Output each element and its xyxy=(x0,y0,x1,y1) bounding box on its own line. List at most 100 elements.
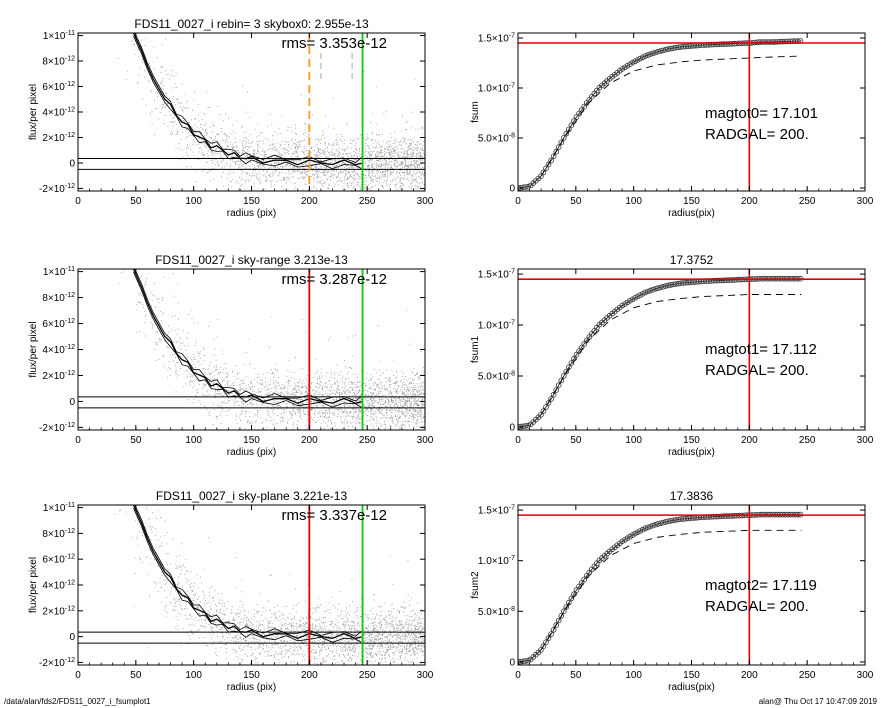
scatter-point xyxy=(401,162,403,164)
scatter-point xyxy=(368,404,370,406)
scatter-point xyxy=(288,162,290,164)
scatter-point xyxy=(253,431,254,432)
scatter-point xyxy=(387,146,389,148)
scatter-point xyxy=(412,152,413,154)
scatter-point xyxy=(332,170,334,171)
scatter-point xyxy=(316,387,317,389)
scatter-point xyxy=(380,146,382,148)
scatter-point xyxy=(411,395,413,396)
scatter-point xyxy=(316,405,317,406)
scatter-point xyxy=(359,151,361,152)
scatter-point xyxy=(249,133,251,135)
scatter-point xyxy=(404,159,405,161)
scatter-point xyxy=(347,148,349,149)
scatter-point xyxy=(240,380,242,382)
scatter-point xyxy=(294,132,296,134)
scatter-point xyxy=(313,185,315,187)
scatter-point xyxy=(229,159,231,161)
scatter-point xyxy=(301,319,303,321)
scatter-point xyxy=(396,162,398,164)
scatter-point xyxy=(344,422,346,424)
scatter-point xyxy=(377,384,378,385)
scatter-point xyxy=(220,128,222,129)
scatter-point xyxy=(410,142,411,144)
scatter-point xyxy=(256,136,258,138)
scatter-point xyxy=(338,160,340,162)
scatter-point xyxy=(423,393,424,395)
scatter-point xyxy=(269,174,271,176)
scatter-point xyxy=(406,121,408,122)
scatter-point xyxy=(264,394,266,396)
scatter-point xyxy=(156,297,158,299)
scatter-point xyxy=(333,399,335,401)
scatter-point xyxy=(421,150,423,151)
scatter-point xyxy=(371,133,373,135)
scatter-point xyxy=(419,385,421,387)
scatter-point xyxy=(324,181,326,183)
scatter-point xyxy=(391,145,392,147)
scatter-point xyxy=(176,370,178,372)
scatter-point xyxy=(335,428,337,430)
scatter-point xyxy=(245,147,247,148)
scatter-point xyxy=(367,160,369,162)
scatter-point xyxy=(301,393,303,395)
scatter-point xyxy=(325,391,326,393)
scatter-point xyxy=(405,165,407,167)
scatter-point xyxy=(402,115,404,117)
scatter-point xyxy=(365,181,367,182)
scatter-point xyxy=(357,418,359,420)
scatter-point xyxy=(326,397,328,399)
scatter-point xyxy=(360,156,362,158)
scatter-point xyxy=(220,412,222,414)
scatter-point xyxy=(163,94,165,96)
scatter-point xyxy=(221,139,223,141)
scatter-point xyxy=(407,150,409,152)
scatter-point xyxy=(344,180,346,181)
scatter-point xyxy=(373,173,375,175)
scatter-point xyxy=(394,138,396,140)
scatter-point xyxy=(346,184,348,186)
growth-point xyxy=(642,53,648,59)
scatter-point xyxy=(265,180,267,181)
scatter-point xyxy=(223,380,225,381)
scatter-point xyxy=(118,229,119,230)
scatter-point xyxy=(314,392,316,394)
scatter-point xyxy=(312,170,313,172)
scatter-point xyxy=(369,164,370,166)
scatter-point xyxy=(328,395,330,397)
scatter-point xyxy=(215,368,217,370)
scatter-point xyxy=(303,152,304,154)
scatter-point xyxy=(319,425,321,427)
scatter-point xyxy=(334,382,335,384)
scatter-point xyxy=(241,383,243,385)
scatter-point xyxy=(224,393,225,395)
scatter-point xyxy=(314,401,316,403)
scatter-point xyxy=(316,154,317,156)
scatter-point xyxy=(203,157,205,159)
scatter-point xyxy=(115,170,116,171)
scatter-point xyxy=(268,347,270,348)
scatter-point xyxy=(348,172,350,174)
scatter-point xyxy=(281,387,283,389)
scatter-point xyxy=(207,150,209,152)
scatter-point xyxy=(422,374,424,376)
scatter-point xyxy=(393,399,395,401)
scatter-point xyxy=(414,389,415,390)
scatter-point xyxy=(416,153,417,154)
scatter-point xyxy=(234,403,236,405)
scatter-point xyxy=(316,155,318,156)
scatter-point xyxy=(328,155,329,157)
scatter-point xyxy=(232,124,234,126)
scatter-point xyxy=(346,178,348,179)
scatter-point xyxy=(287,176,289,178)
scatter-point xyxy=(379,378,380,380)
profile-line xyxy=(132,33,362,166)
scatter-point xyxy=(417,383,418,385)
growth-point xyxy=(558,139,565,146)
scatter-point xyxy=(380,151,381,152)
scatter-point xyxy=(237,153,239,155)
scatter-point xyxy=(251,175,253,176)
scatter-point xyxy=(238,149,240,151)
growth-point xyxy=(652,49,659,56)
scatter-point xyxy=(318,394,320,396)
